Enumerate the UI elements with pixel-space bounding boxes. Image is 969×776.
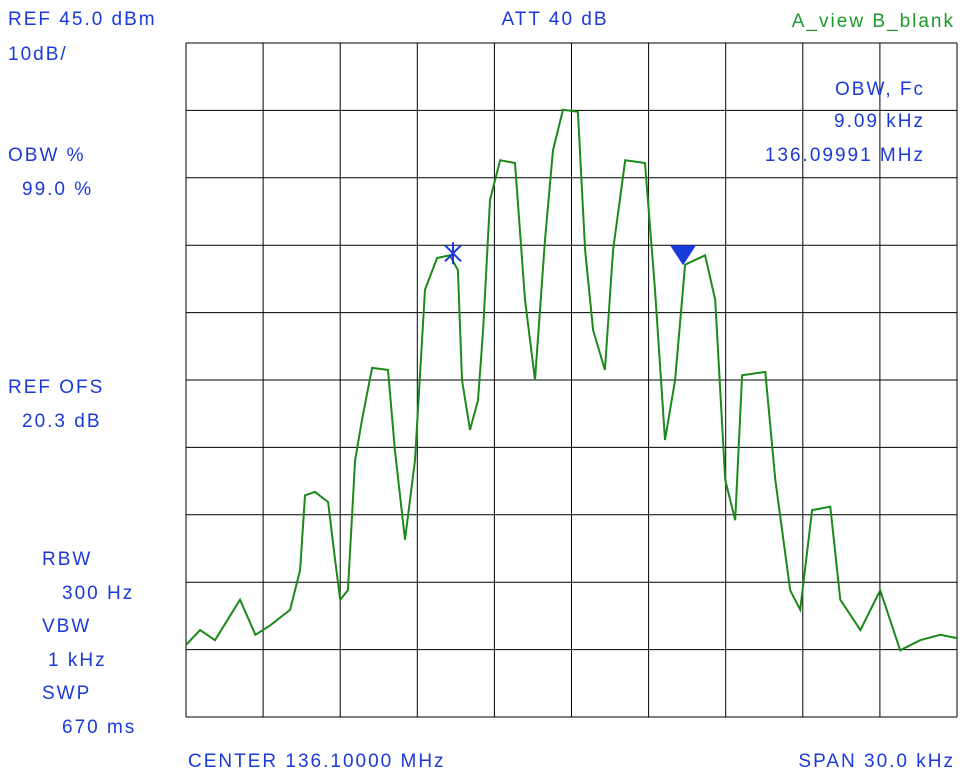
annotation: 1 kHz — [48, 650, 107, 671]
annotation: ATT 40 dB — [501, 9, 608, 30]
annotation: 9.09 kHz — [834, 111, 925, 132]
annotation: REF OFS — [8, 377, 104, 398]
annotation: 136.09991 MHz — [765, 145, 925, 166]
annotation: 20.3 dB — [22, 411, 102, 432]
annotation: 670 ms — [62, 717, 136, 738]
marker-asterisk — [444, 242, 462, 265]
annotation: REF 45.0 dBm — [8, 9, 157, 30]
annotation: 10dB/ — [8, 44, 68, 65]
annotation: CENTER 136.10000 MHz — [188, 751, 446, 772]
annotation: A_view B_blank — [792, 11, 955, 32]
trace — [185, 108, 958, 652]
annotation: OBW % — [8, 145, 86, 166]
annotation: SPAN 30.0 kHz — [798, 751, 955, 772]
annotation: OBW, Fc — [835, 79, 925, 100]
annotation: 300 Hz — [62, 583, 134, 604]
annotation: VBW — [42, 616, 91, 637]
annotation: 99.0 % — [22, 179, 93, 200]
annotation: RBW — [42, 549, 92, 570]
annotation: SWP — [42, 683, 91, 704]
marker-triangle — [670, 245, 697, 266]
